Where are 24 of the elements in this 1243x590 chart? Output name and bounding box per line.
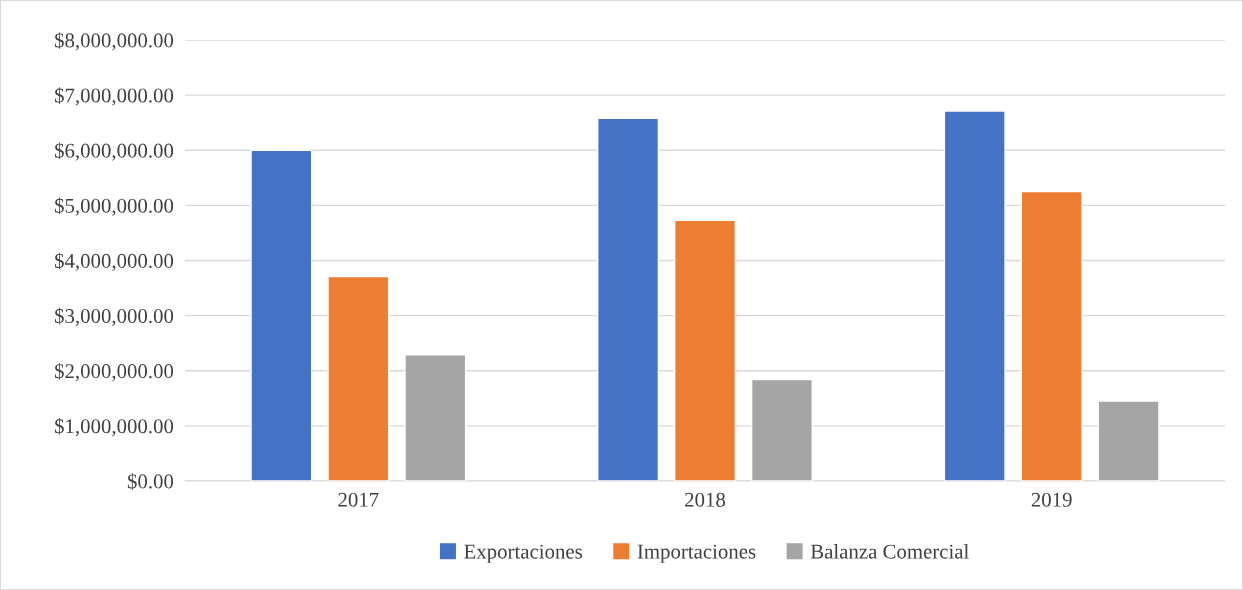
legend-label: Importaciones — [637, 544, 756, 563]
y-tick-label: $8,000,000.00 — [54, 32, 174, 51]
bar — [250, 149, 313, 481]
x-tick-label: 2019 — [1031, 492, 1072, 507]
bar — [404, 354, 467, 481]
bar — [673, 219, 737, 481]
y-tick-label: $2,000,000.00 — [54, 362, 174, 382]
legend-label: Balanza Comercial — [810, 543, 969, 559]
bar — [327, 275, 390, 481]
y-tick-label: $4,000,000.00 — [54, 252, 174, 271]
y-tick-label: $0.00 — [127, 473, 174, 490]
bar — [750, 378, 813, 481]
legend-label: Exportaciones — [464, 544, 582, 563]
y-tick-label: $1,000,000.00 — [54, 418, 174, 437]
y-tick-label: $3,000,000.00 — [54, 307, 174, 327]
bar — [1020, 190, 1083, 481]
x-tick-label: 2017 — [338, 492, 379, 507]
bar — [597, 117, 660, 481]
x-tick-label: 2018 — [685, 492, 726, 507]
y-tick-label: $7,000,000.00 — [54, 87, 174, 106]
y-tick-label: $6,000,000.00 — [54, 142, 174, 161]
bar — [1097, 400, 1160, 481]
bar — [943, 110, 1006, 481]
y-tick-label: $5,000,000.00 — [54, 197, 174, 216]
